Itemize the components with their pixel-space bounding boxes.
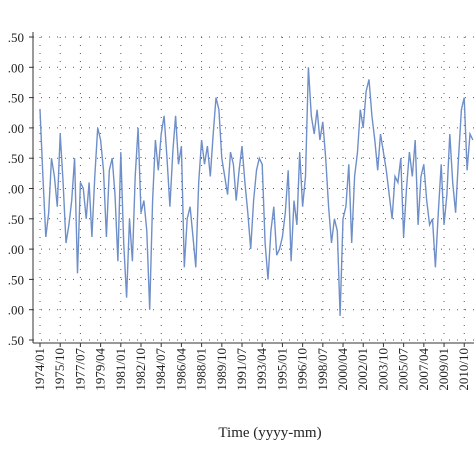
x-tick-label: 1984/07 <box>153 348 168 391</box>
x-tick-label: 2002/01 <box>355 348 370 391</box>
x-axis-label: Time (yyyy-mm) <box>218 425 321 441</box>
x-tick-label: 1995/01 <box>274 348 289 391</box>
y-tick-label: .50 <box>8 151 24 166</box>
x-tick-label: 1993/04 <box>254 348 269 391</box>
x-tick-label: 1998/07 <box>315 348 330 391</box>
x-tick-label: 2003/10 <box>375 348 390 391</box>
x-tick-label: 1989/10 <box>214 348 229 391</box>
x-tick-label: 1988/01 <box>194 348 209 391</box>
x-tick-label: 1986/04 <box>173 348 188 391</box>
x-tick-label: 1982/10 <box>133 348 148 391</box>
x-tick-label: 2010/10 <box>456 348 471 391</box>
x-tick-label: 1981/01 <box>113 348 128 391</box>
x-tick-label: 1974/01 <box>32 348 47 391</box>
x-tick-label: 2005/07 <box>396 348 411 391</box>
x-tick-label: 1977/07 <box>72 348 87 391</box>
y-tick-label: .00 <box>8 182 24 197</box>
x-tick-label: 2009/01 <box>436 348 451 391</box>
x-tick-label: 1979/04 <box>93 348 108 391</box>
x-tick-label: 1991/07 <box>234 348 249 391</box>
y-tick-label: .50 <box>8 91 24 106</box>
y-tick-label: .50 <box>8 30 24 45</box>
y-tick-label: .50 <box>8 333 24 348</box>
x-tick-label: 2000/04 <box>335 348 350 391</box>
x-tick-label: 1975/10 <box>52 348 67 391</box>
data-line <box>39 67 474 316</box>
y-tick-label: .50 <box>8 212 24 227</box>
x-tick-label: 2007/04 <box>416 348 431 391</box>
y-tick-label: .00 <box>8 242 24 257</box>
y-tick-label: .00 <box>8 121 24 136</box>
y-tick-label: .00 <box>8 303 24 318</box>
x-tick-label: 1996/10 <box>295 348 310 391</box>
y-tick-label: .50 <box>8 272 24 287</box>
y-tick-label: .00 <box>8 60 24 75</box>
